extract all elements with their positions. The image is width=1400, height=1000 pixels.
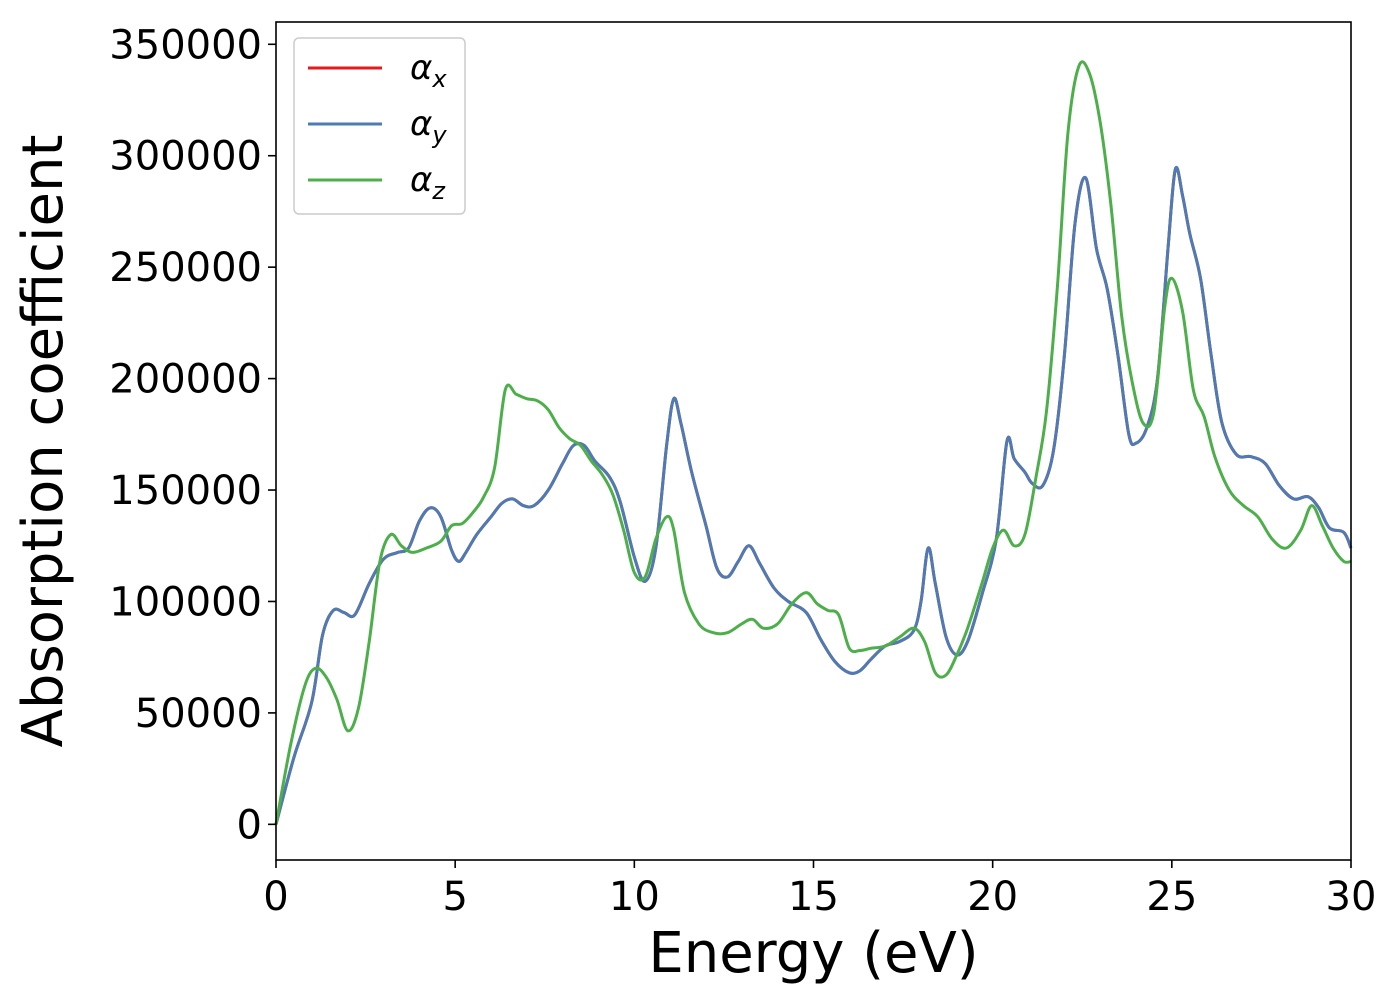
series-layer — [274, 60, 1353, 825]
x-tick-label: 10 — [609, 874, 660, 920]
legend: αx αy αz — [293, 37, 466, 215]
x-tick-label: 25 — [1146, 874, 1197, 920]
legend-label-y: αy — [410, 104, 447, 149]
series-line-y — [274, 165, 1353, 825]
x-tick-label: 30 — [1326, 874, 1377, 920]
y-tick-label: 350000 — [109, 22, 262, 68]
legend-box — [293, 37, 466, 215]
series-line-z — [274, 60, 1352, 825]
y-tick-label: 0 — [237, 802, 262, 848]
x-axis-ticks: 0 5 10 15 20 25 30 — [263, 860, 1376, 920]
x-tick-label: 20 — [967, 874, 1018, 920]
legend-label-z: αz — [410, 160, 446, 205]
y-tick-label: 100000 — [109, 579, 262, 625]
x-axis-title: Energy (eV) — [648, 921, 978, 986]
y-tick-label: 50000 — [135, 691, 262, 737]
y-tick-label: 150000 — [109, 468, 262, 514]
x-tick-label: 5 — [442, 874, 467, 920]
plot-frame — [275, 21, 1352, 861]
x-tick-label: 0 — [263, 874, 288, 920]
legend-label-x: αx — [410, 48, 447, 93]
y-axis-ticks: 0 50000 100000 150000 200000 250000 300000 3500… — [109, 22, 276, 848]
y-tick-label: 200000 — [109, 357, 262, 403]
y-tick-label: 250000 — [109, 245, 262, 291]
y-tick-label: 300000 — [109, 134, 262, 180]
x-tick-label: 15 — [788, 874, 839, 920]
y-axis-title: Absorption coefficient — [11, 135, 76, 748]
